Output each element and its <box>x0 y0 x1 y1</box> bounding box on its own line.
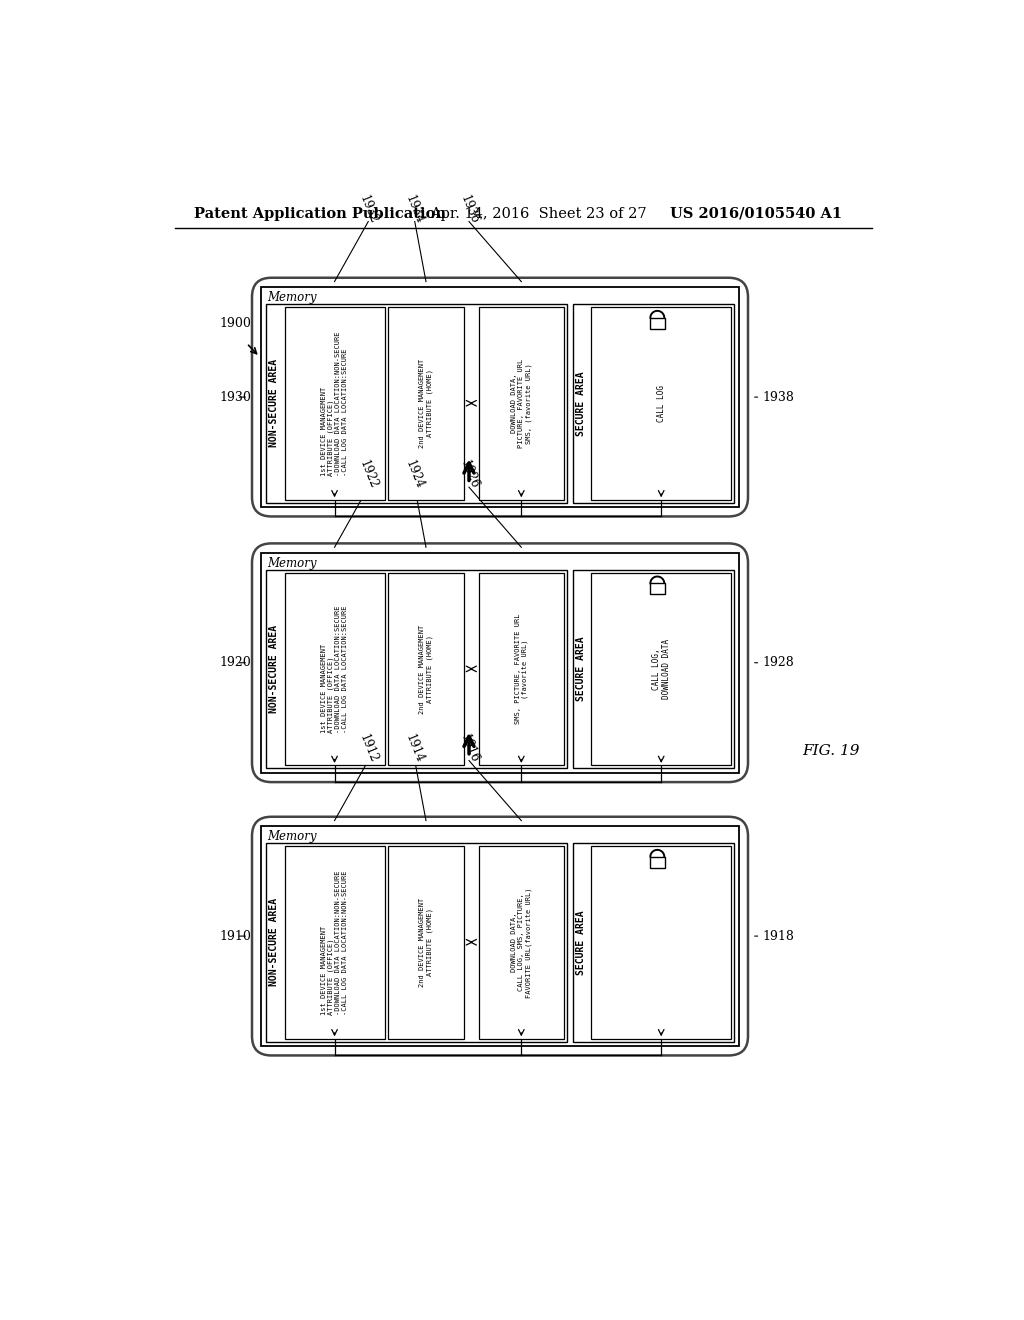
Text: 2nd DEVICE MANAGEMENT
ATTRIBUTE (HOME): 2nd DEVICE MANAGEMENT ATTRIBUTE (HOME) <box>419 624 433 714</box>
Bar <box>572 304 734 503</box>
Text: 1926: 1926 <box>458 458 480 491</box>
Bar <box>649 318 665 329</box>
Text: DOWNLOAD DATA,
PICTURE, FAVORITE URL
SMS, (favorite URL): DOWNLOAD DATA, PICTURE, FAVORITE URL SMS… <box>511 359 531 447</box>
Text: NON-SECURE AREA: NON-SECURE AREA <box>269 359 280 447</box>
Bar <box>285 308 385 499</box>
Text: 1st DEVICE MANAGEMENT
ATTRIBUTE (OFFICE)
-DOWNLOAD DATA LOCATION:SECURE
-CALL LO: 1st DEVICE MANAGEMENT ATTRIBUTE (OFFICE)… <box>321 605 348 733</box>
Bar <box>388 573 464 766</box>
Bar <box>479 308 563 499</box>
Bar <box>261 286 738 507</box>
Bar <box>266 843 566 1041</box>
Text: Memory: Memory <box>267 830 317 843</box>
Bar <box>285 573 385 766</box>
Text: US 2016/0105540 A1: US 2016/0105540 A1 <box>671 207 843 220</box>
FancyBboxPatch shape <box>252 817 748 1056</box>
Text: SECURE AREA: SECURE AREA <box>577 636 587 701</box>
Text: SECURE AREA: SECURE AREA <box>577 371 587 436</box>
Bar <box>388 308 464 499</box>
Text: FIG. 19: FIG. 19 <box>802 744 860 758</box>
Text: Patent Application Publication: Patent Application Publication <box>194 207 445 220</box>
Text: 1912: 1912 <box>356 733 380 764</box>
Text: Apr. 14, 2016  Sheet 23 of 27: Apr. 14, 2016 Sheet 23 of 27 <box>430 207 647 220</box>
Text: 1st DEVICE MANAGEMENT
ATTRIBUTE (OFFICE)
-DOWNLOAD DATA LOCATION:NON-SECURE
-CAL: 1st DEVICE MANAGEMENT ATTRIBUTE (OFFICE)… <box>321 331 348 475</box>
Bar <box>479 846 563 1039</box>
Text: NON-SECURE AREA: NON-SECURE AREA <box>269 624 280 713</box>
Bar <box>479 573 563 766</box>
Bar <box>261 553 738 774</box>
Bar <box>592 846 731 1039</box>
Text: 1910: 1910 <box>219 929 251 942</box>
Bar <box>649 857 665 867</box>
Text: 1930: 1930 <box>219 391 251 404</box>
Text: 1922: 1922 <box>356 459 380 491</box>
Bar <box>388 846 464 1039</box>
Bar <box>266 570 566 768</box>
Text: 1900: 1900 <box>219 317 251 330</box>
Text: CALL LOG: CALL LOG <box>656 384 666 422</box>
Text: SMS, PICTURE, FAVORITE URL
(favorite URL): SMS, PICTURE, FAVORITE URL (favorite URL… <box>515 614 528 725</box>
Text: 1938: 1938 <box>762 391 794 404</box>
Text: CALL LOG,
DOWNLOAD DATA: CALL LOG, DOWNLOAD DATA <box>651 639 671 700</box>
Bar <box>266 304 566 503</box>
FancyBboxPatch shape <box>252 544 748 781</box>
Bar <box>285 846 385 1039</box>
Text: 1932: 1932 <box>356 193 380 226</box>
Text: 1918: 1918 <box>762 929 794 942</box>
Text: 1928: 1928 <box>762 656 794 669</box>
Text: 1934: 1934 <box>403 193 426 226</box>
Bar <box>649 583 665 594</box>
Text: Memory: Memory <box>267 292 317 305</box>
Bar <box>592 573 731 766</box>
Text: NON-SECURE AREA: NON-SECURE AREA <box>269 898 280 986</box>
Text: 2nd DEVICE MANAGEMENT
ATTRIBUTE (HOME): 2nd DEVICE MANAGEMENT ATTRIBUTE (HOME) <box>419 898 433 987</box>
FancyBboxPatch shape <box>252 277 748 516</box>
Text: 1920: 1920 <box>219 656 251 669</box>
Text: 2nd DEVICE MANAGEMENT
ATTRIBUTE (HOME): 2nd DEVICE MANAGEMENT ATTRIBUTE (HOME) <box>419 359 433 447</box>
Text: 1916: 1916 <box>458 731 480 764</box>
Bar <box>592 308 731 499</box>
Bar <box>572 570 734 768</box>
Text: SECURE AREA: SECURE AREA <box>577 909 587 974</box>
Text: DOWNLOAD DATA,
CALL LOG, SMS, PICTURE,
FAVORITE URL(favorite URL): DOWNLOAD DATA, CALL LOG, SMS, PICTURE, F… <box>511 887 531 998</box>
Bar <box>572 843 734 1041</box>
Text: 1936: 1936 <box>458 193 480 226</box>
Text: Memory: Memory <box>267 557 317 570</box>
Text: 1914: 1914 <box>403 731 426 764</box>
Bar <box>261 826 738 1047</box>
Text: 1st DEVICE MANAGEMENT
ATTRIBUTE (OFFICE)
-DOWNLOAD DATA LOCATION:NON-SECURE
-CAL: 1st DEVICE MANAGEMENT ATTRIBUTE (OFFICE)… <box>321 870 348 1015</box>
Text: 1924: 1924 <box>403 458 426 491</box>
